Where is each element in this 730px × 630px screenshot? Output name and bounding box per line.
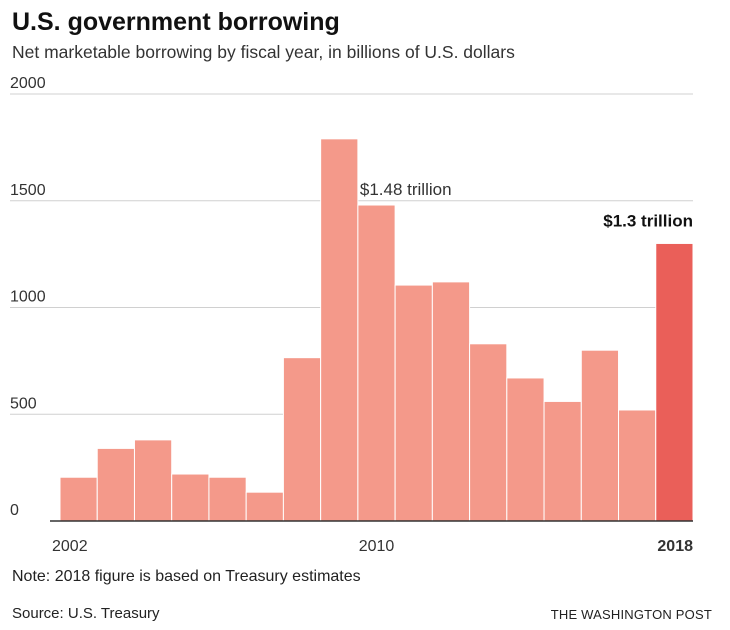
source-text: Source: U.S. Treasury	[12, 605, 160, 622]
bar	[506, 377, 545, 522]
bar	[394, 284, 433, 522]
x-tick-label: 2002	[52, 538, 88, 555]
x-tick-label: 2010	[359, 538, 395, 555]
chart-subtitle: Net marketable borrowing by fiscal year,…	[12, 42, 515, 62]
y-tick-label: 1500	[10, 182, 46, 199]
bar	[357, 204, 396, 522]
bar	[469, 343, 508, 522]
publisher-credit: THE WASHINGTON POST	[550, 607, 712, 622]
y-tick-label: 0	[10, 502, 19, 519]
bar	[431, 281, 471, 522]
bar	[208, 476, 247, 522]
y-tick-label: 1000	[10, 289, 46, 306]
note-text: Note: 2018 figure is based on Treasury e…	[12, 568, 361, 585]
bar	[59, 476, 98, 522]
y-tick-label: 2000	[10, 75, 46, 92]
bar	[133, 439, 173, 522]
chart-title: U.S. government borrowing	[12, 8, 340, 36]
x-tick-label: 2018	[657, 538, 693, 555]
bar	[618, 409, 657, 522]
data-annotation: $1.48 trillion	[360, 180, 452, 199]
bar	[543, 400, 582, 522]
data-annotation: $1.3 trillion	[603, 211, 693, 230]
bar	[171, 473, 210, 522]
bar	[245, 491, 284, 522]
bar	[320, 138, 359, 522]
bar	[580, 349, 620, 522]
bar	[96, 447, 135, 522]
bar	[282, 357, 322, 522]
y-tick-label: 500	[10, 395, 37, 412]
bar	[655, 242, 694, 522]
